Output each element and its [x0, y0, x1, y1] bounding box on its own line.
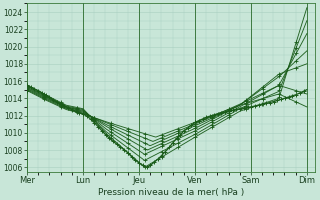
X-axis label: Pression niveau de la mer( hPa ): Pression niveau de la mer( hPa ): [98, 188, 244, 197]
